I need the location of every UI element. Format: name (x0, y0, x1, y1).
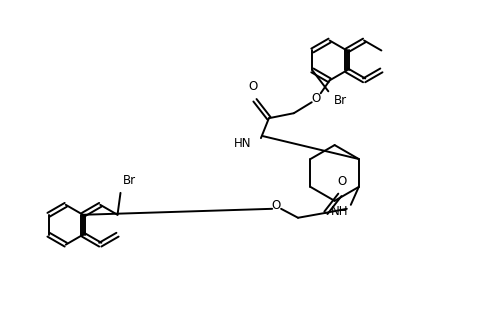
Text: O: O (337, 175, 346, 188)
Text: HN: HN (234, 136, 251, 150)
Text: Br: Br (123, 174, 136, 187)
Text: O: O (272, 199, 281, 212)
Text: O: O (248, 80, 257, 93)
Text: NH: NH (331, 205, 349, 218)
Text: Br: Br (334, 94, 347, 107)
Text: O: O (311, 92, 320, 105)
